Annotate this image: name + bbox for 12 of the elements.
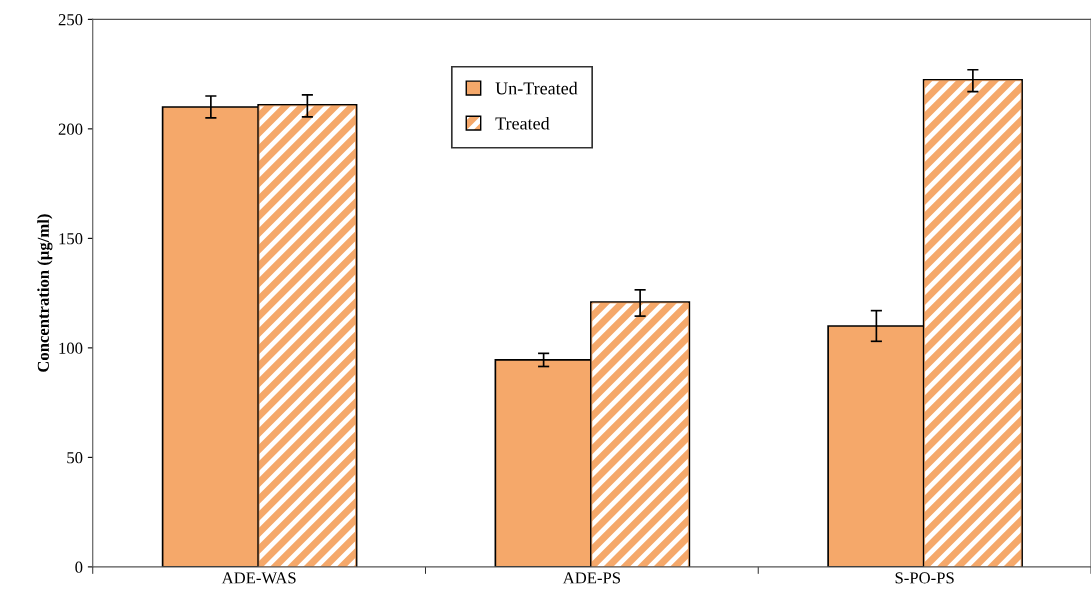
legend-label: Treated xyxy=(495,116,550,130)
x-tick-label: ADE-WAS xyxy=(221,572,296,584)
y-tick-label: 150 xyxy=(59,233,83,245)
x-tick-label: ADE-PS xyxy=(562,572,621,584)
y-tick-label: 200 xyxy=(58,123,83,135)
y-tick-label: 100 xyxy=(59,342,83,354)
x-tick-label: S-PO-PS xyxy=(895,572,954,584)
y-tick-label: 0 xyxy=(75,561,83,573)
y-tick-label: 50 xyxy=(67,452,83,464)
y-axis-title: Concentration (µg/ml) xyxy=(37,214,53,372)
y-tick-label: 250 xyxy=(58,14,83,26)
legend-label: Un-Treated xyxy=(495,81,578,95)
